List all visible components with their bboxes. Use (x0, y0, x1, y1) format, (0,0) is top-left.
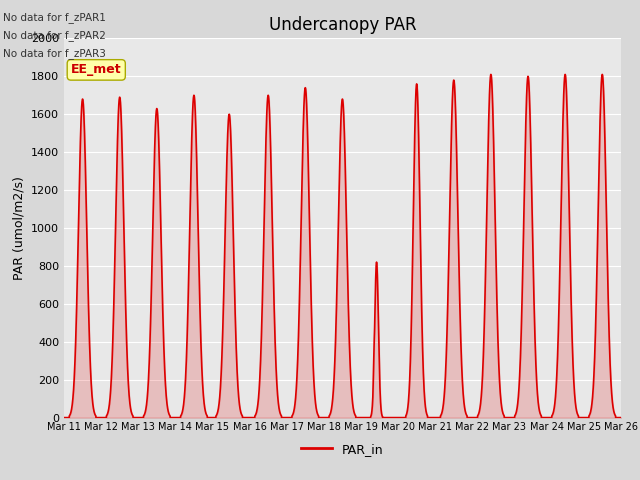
Text: No data for f_zPAR2: No data for f_zPAR2 (3, 30, 106, 41)
Text: No data for f_zPAR1: No data for f_zPAR1 (3, 12, 106, 23)
Legend: PAR_in: PAR_in (296, 438, 389, 461)
Text: No data for f_zPAR3: No data for f_zPAR3 (3, 48, 106, 60)
Y-axis label: PAR (umol/m2/s): PAR (umol/m2/s) (12, 176, 26, 280)
Title: Undercanopy PAR: Undercanopy PAR (269, 16, 416, 34)
Text: EE_met: EE_met (71, 63, 122, 76)
